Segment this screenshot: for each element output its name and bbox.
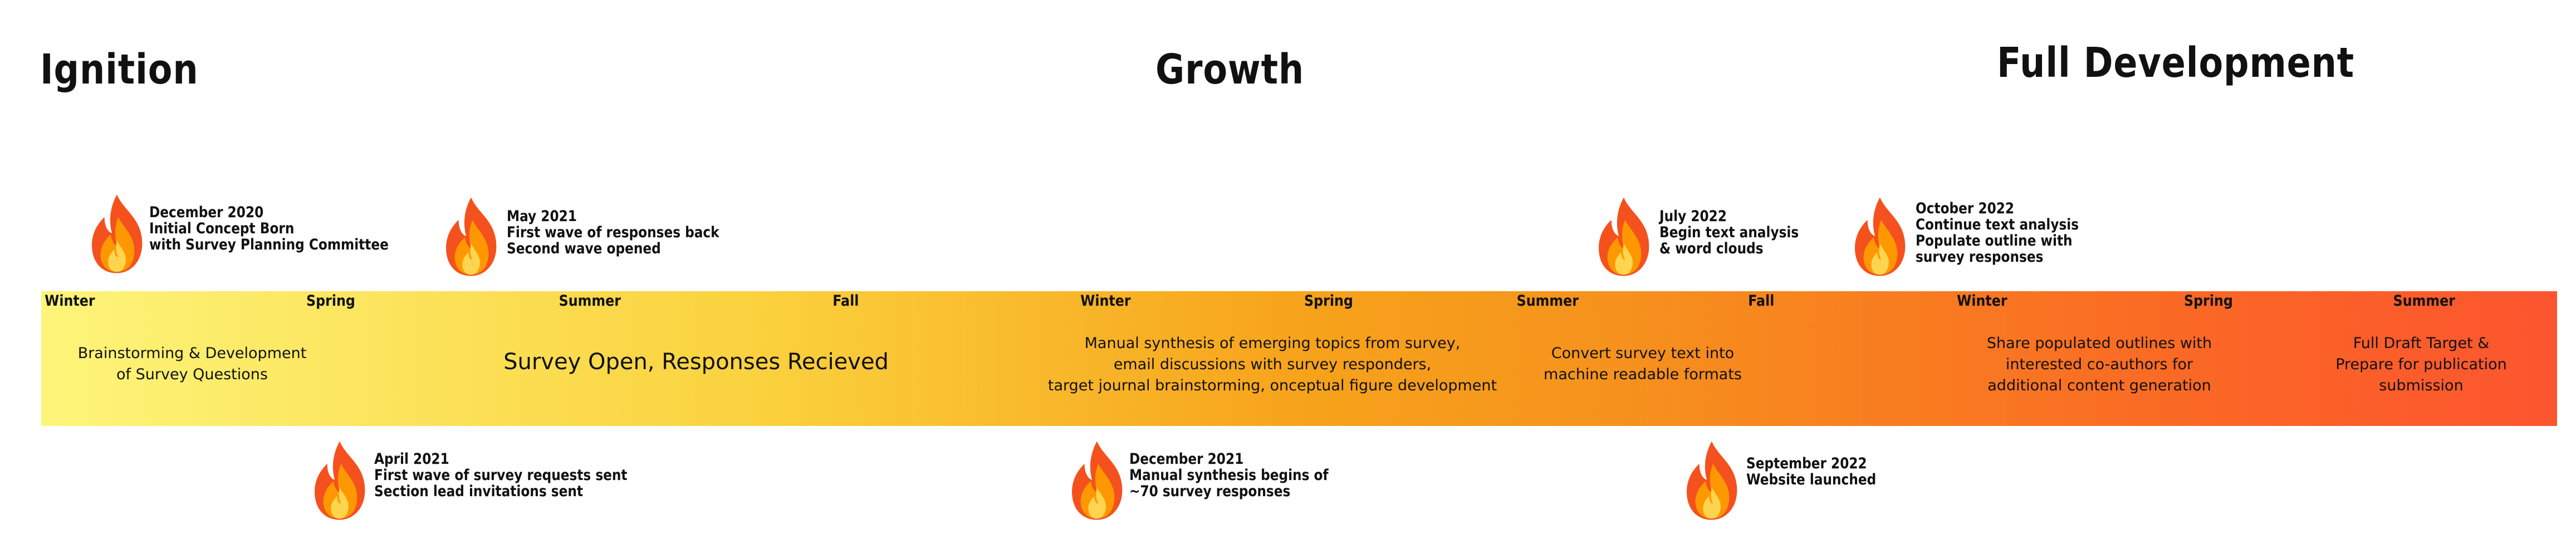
fire-icon: [1855, 197, 1906, 276]
band-text-full-draft: Full Draft Target & Prepare for publicati…: [2335, 335, 2507, 394]
season-label-summer-2: Summer: [1516, 292, 1579, 310]
phase-title-ignition: Ignition: [40, 46, 199, 94]
fire-icon: [1599, 197, 1649, 276]
band-text-survey-open: Survey Open, Responses Recieved: [503, 349, 889, 375]
fire-icon: [446, 197, 497, 276]
season-label-winter-3: Winter: [1957, 292, 2007, 310]
season-label-winter-2: Winter: [1080, 292, 1131, 310]
season-label-fall-1: Fall: [832, 292, 859, 310]
fire-icon: [315, 441, 365, 520]
season-label-summer-1: Summer: [559, 292, 621, 310]
season-label-fall-2: Fall: [1748, 292, 1775, 310]
band-text-share-outlines: Share populated outlines with interested …: [1986, 335, 2212, 394]
fire-icon: [92, 194, 143, 273]
phase-title-full-development: Full Development: [1997, 39, 2355, 87]
timeline-band: [41, 291, 2557, 426]
band-text-convert-survey: Convert survey text into machine readable…: [1544, 345, 1742, 383]
season-label-winter-1: Winter: [45, 292, 95, 310]
season-label-spring-1: Spring: [306, 292, 355, 310]
phase-title-growth: Growth: [1155, 46, 1305, 94]
season-label-spring-2: Spring: [1304, 292, 1353, 310]
fire-icon: [1072, 441, 1123, 520]
band-text-brainstorming: Brainstorming & Development of Survey Que…: [77, 345, 307, 383]
fire-icon: [1687, 441, 1737, 520]
band-text-manual-synthesis: Manual synthesis of emerging topics from…: [1047, 335, 1497, 394]
season-label-summer-3: Summer: [2393, 292, 2455, 310]
season-label-spring-3: Spring: [2183, 292, 2233, 310]
